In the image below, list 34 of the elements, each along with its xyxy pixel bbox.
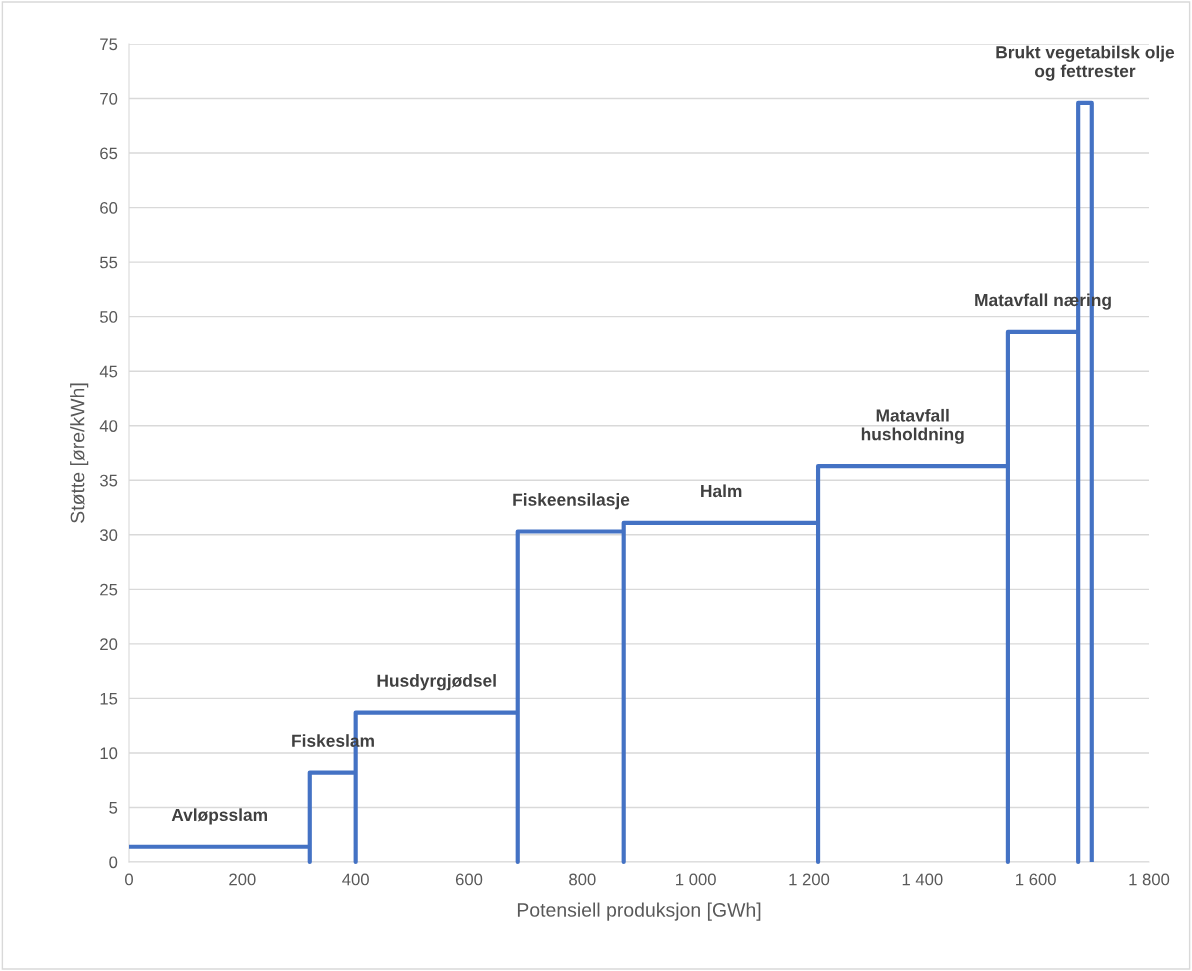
y-tick-label: 35 bbox=[99, 474, 118, 487]
y-tick-label: 45 bbox=[99, 365, 118, 378]
y-tick-label: 75 bbox=[100, 38, 118, 51]
x-axis-title: Potensiell produksjon [GWh] bbox=[517, 902, 761, 921]
y-tick-label: 70 bbox=[100, 92, 118, 105]
x-tick-label: 800 bbox=[569, 873, 596, 886]
y-tick-label: 40 bbox=[99, 420, 118, 432]
y-tick-label: 10 bbox=[100, 747, 118, 760]
y-tick-label: 50 bbox=[100, 311, 118, 323]
y-tick-label: 65 bbox=[100, 147, 118, 160]
x-tick-label: 1 400 bbox=[902, 873, 943, 886]
x-tick-label: 1 000 bbox=[676, 873, 716, 886]
x-tick-label: 1 600 bbox=[1016, 873, 1056, 886]
y-tick-label: 25 bbox=[100, 583, 118, 596]
annotation: Fiskeensilasje bbox=[513, 493, 630, 510]
y-tick-label: 0 bbox=[109, 856, 118, 869]
annotation: Halm bbox=[701, 484, 742, 498]
y-tick-label: 60 bbox=[100, 202, 118, 214]
x-tick-label: 600 bbox=[455, 873, 483, 886]
x-tick-label: 400 bbox=[342, 873, 369, 886]
annotation: Husdyrgjødsel bbox=[377, 674, 496, 691]
y-tick-label: 5 bbox=[109, 802, 118, 814]
annotation: Avløpsslam bbox=[171, 808, 267, 825]
x-tick-label: 1 200 bbox=[789, 873, 830, 886]
annotation: Brukt vegetabilsk olje og fettrester bbox=[996, 45, 1175, 81]
y-tick-label: 15 bbox=[100, 692, 118, 705]
y-tick-label: 20 bbox=[100, 638, 118, 651]
y-axis-title: Støtte [øre/kWh] bbox=[70, 383, 89, 523]
x-tick-label: 1 800 bbox=[1129, 873, 1170, 886]
annotation: Matavfall husholdning bbox=[861, 408, 964, 444]
x-tick-label: 0 bbox=[125, 873, 133, 886]
x-tick-label: 200 bbox=[229, 873, 256, 886]
y-tick-label: 55 bbox=[100, 256, 118, 269]
y-tick-label: 30 bbox=[99, 529, 118, 541]
